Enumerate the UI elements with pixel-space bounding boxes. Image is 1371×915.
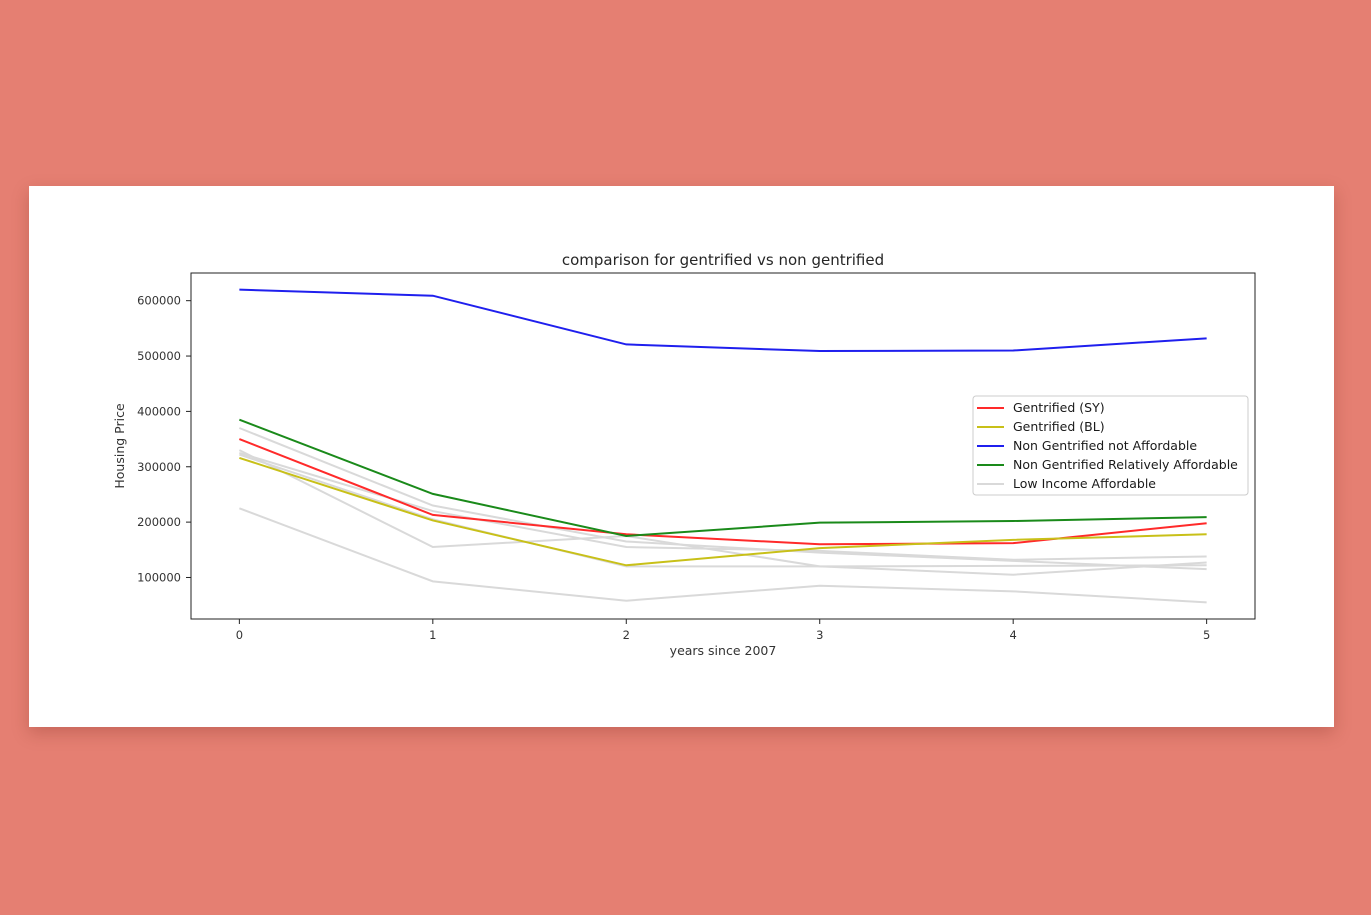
x-tick-label: 3 bbox=[816, 628, 823, 642]
plot-frame bbox=[190, 272, 1256, 620]
legend-entry: Gentrified (BL) bbox=[1013, 419, 1105, 434]
chart-title: comparison for gentrified vs non gentrif… bbox=[562, 251, 884, 269]
legend-entry: Non Gentrified Relatively Affordable bbox=[1013, 457, 1238, 472]
legend-entry: Non Gentrified not Affordable bbox=[1013, 438, 1197, 453]
x-tick-label: 0 bbox=[236, 628, 243, 642]
series-line-2 bbox=[239, 288, 1207, 353]
y-tick-label: 600000 bbox=[137, 294, 181, 308]
y-tick-label: 300000 bbox=[137, 460, 181, 474]
legend-frame bbox=[972, 395, 1249, 496]
y-tick-label: 200000 bbox=[137, 515, 181, 529]
low-income-line-4 bbox=[239, 507, 1207, 604]
legend-entry: Gentrified (SY) bbox=[1013, 400, 1105, 415]
plot-lines bbox=[238, 288, 1207, 604]
low-income-line-1 bbox=[238, 449, 1207, 576]
x-axis-label: years since 2007 bbox=[670, 643, 777, 658]
series-line-1 bbox=[239, 456, 1207, 567]
y-tick-label: 500000 bbox=[137, 349, 181, 363]
line-chart: comparison for gentrified vs non gentrif… bbox=[112, 251, 1256, 658]
series-line-3 bbox=[239, 418, 1207, 537]
legend-entry: Low Income Affordable bbox=[1013, 476, 1156, 491]
y-tick-label: 400000 bbox=[137, 404, 181, 418]
low-income-line-0 bbox=[238, 427, 1207, 571]
x-ticks: 0 1 2 3 4 5 bbox=[236, 619, 1210, 642]
x-tick-label: 1 bbox=[429, 628, 436, 642]
y-tick-label: 100000 bbox=[137, 570, 181, 584]
x-tick-label: 2 bbox=[623, 628, 630, 642]
chart-card: comparison for gentrified vs non gentrif… bbox=[29, 186, 1334, 727]
low-income-line-3 bbox=[239, 453, 1207, 568]
y-axis-label: Housing Price bbox=[112, 403, 127, 489]
y-ticks: 100000 200000 300000 400000 500000 600000 bbox=[137, 294, 191, 584]
legend: Gentrified (SY) Gentrified (BL) Non Gentri… bbox=[972, 395, 1249, 496]
x-tick-label: 4 bbox=[1010, 628, 1017, 642]
x-tick-label: 5 bbox=[1203, 628, 1210, 642]
